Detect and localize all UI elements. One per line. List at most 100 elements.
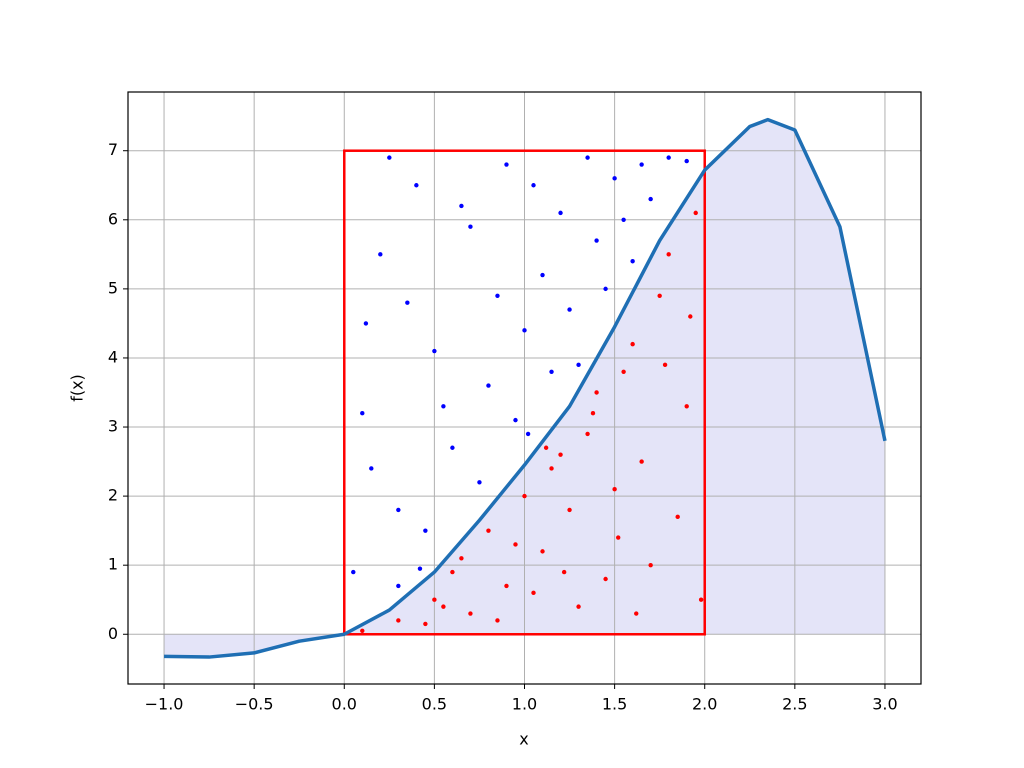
point: [616, 535, 621, 540]
point: [549, 466, 554, 471]
point: [531, 590, 536, 596]
x-tick-label: 0.5: [422, 695, 447, 714]
point: [468, 224, 473, 229]
point: [603, 286, 608, 292]
point: [662, 362, 668, 368]
point: [504, 583, 509, 589]
point: [648, 196, 653, 202]
x-tick-label: 2.0: [692, 695, 717, 714]
point: [666, 155, 671, 160]
point: [405, 300, 410, 305]
point: [369, 466, 374, 471]
point: [639, 459, 644, 464]
point: [639, 162, 644, 167]
point: [675, 514, 680, 520]
point: [351, 569, 356, 575]
point: [594, 390, 599, 395]
point: [621, 369, 626, 374]
y-tick-label: 2: [108, 486, 118, 505]
point: [360, 628, 365, 634]
point: [450, 445, 455, 450]
point: [531, 183, 536, 188]
x-tick-label: 0.0: [332, 695, 357, 714]
point: [634, 611, 639, 616]
point: [621, 217, 626, 222]
point: [567, 507, 572, 513]
point: [486, 528, 491, 533]
point: [432, 597, 437, 602]
point: [684, 404, 689, 409]
point: [459, 556, 464, 561]
x-axis-label: x: [519, 730, 528, 749]
point: [363, 321, 369, 326]
point: [513, 542, 518, 547]
point: [657, 293, 662, 298]
point: [543, 445, 549, 450]
point: [513, 417, 518, 423]
point: [540, 549, 545, 554]
point: [698, 597, 704, 602]
point: [468, 611, 473, 616]
point: [396, 507, 401, 513]
x-tick-label: 3.0: [872, 695, 897, 714]
point: [450, 569, 455, 575]
point: [540, 272, 545, 278]
point: [549, 369, 554, 374]
y-axis-label: f(x): [68, 374, 87, 402]
point: [630, 341, 635, 347]
point: [585, 431, 590, 437]
point: [396, 583, 401, 589]
point: [378, 252, 383, 257]
point: [396, 618, 401, 623]
y-tick-label: 0: [108, 624, 118, 643]
point: [477, 480, 482, 485]
point: [441, 404, 446, 409]
point: [558, 452, 563, 457]
point: [558, 210, 563, 216]
y-tick-label: 4: [108, 347, 118, 366]
y-tick-label: 1: [108, 555, 118, 574]
point: [648, 562, 653, 568]
curve: [164, 117, 887, 659]
point: [423, 528, 428, 533]
point: [459, 203, 464, 209]
plot-frame: [127, 91, 922, 685]
point: [504, 162, 509, 167]
y-tick-label: 6: [108, 209, 118, 228]
x-tick-label: 1.5: [602, 695, 627, 714]
x-tick-label: 2.5: [782, 695, 807, 714]
point: [612, 176, 617, 181]
point: [495, 293, 500, 298]
point: [561, 569, 567, 575]
point: [688, 314, 693, 319]
point: [495, 618, 500, 623]
sample-box: [343, 149, 706, 636]
point: [417, 566, 423, 571]
point: [423, 621, 428, 627]
y-tick-label: 7: [108, 140, 118, 159]
point: [576, 604, 581, 609]
point: [590, 411, 596, 416]
point: [594, 238, 599, 243]
y-tick-label: 3: [108, 417, 118, 436]
point: [522, 328, 527, 333]
point: [603, 576, 608, 582]
point: [432, 348, 437, 354]
point: [576, 362, 581, 368]
x-tick-label: −1.0: [145, 695, 184, 714]
point: [684, 158, 689, 164]
point: [666, 252, 671, 257]
x-tick-label: −0.5: [235, 695, 274, 714]
point: [522, 493, 527, 499]
point: [486, 383, 491, 388]
point: [525, 431, 531, 437]
point: [693, 210, 698, 216]
point: [414, 183, 419, 188]
point: [387, 155, 392, 160]
point: [630, 259, 635, 264]
point: [612, 486, 617, 492]
point: [360, 411, 365, 416]
point: [585, 155, 590, 160]
point: [441, 604, 446, 609]
